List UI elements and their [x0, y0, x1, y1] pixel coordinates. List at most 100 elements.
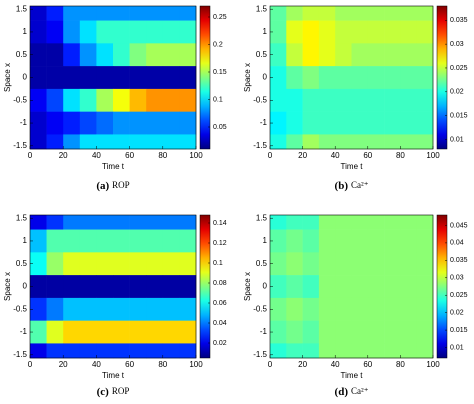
colorbar-tick-label: 0.025	[450, 292, 468, 299]
heat-cell	[384, 66, 401, 90]
x-tick-label: 60	[125, 151, 134, 160]
colorbar-tick-label: 0.03	[450, 275, 464, 282]
heat-cell	[270, 320, 287, 344]
heat-cell	[63, 66, 81, 90]
heat-cell	[416, 252, 434, 276]
y-tick-label: -1.5	[253, 141, 267, 150]
heat-cell	[384, 343, 401, 359]
heat-cell	[318, 20, 336, 44]
colorbar-tick-label: 0.02	[450, 89, 464, 96]
caption-text: Ca²⁺	[351, 386, 369, 396]
heat-cell	[179, 297, 197, 321]
x-tick-label: 20	[298, 151, 307, 160]
heat-cell	[286, 229, 303, 253]
heat-cell	[129, 275, 147, 299]
heat-cell	[318, 43, 336, 67]
heat-cell	[302, 134, 320, 150]
heat-cell	[400, 252, 417, 276]
x-axis-label: Time t	[102, 162, 125, 171]
heat-cell	[302, 88, 320, 112]
colorbar-tick-label: 0.2	[213, 41, 223, 48]
x-tick-label: 40	[92, 360, 101, 369]
heat-cell	[113, 252, 130, 276]
y-tick-label: 1	[263, 236, 268, 245]
heat-cell	[416, 134, 434, 150]
heat-cell	[400, 111, 417, 135]
x-tick-label: 80	[158, 360, 167, 369]
heat-cell	[335, 6, 352, 21]
heat-cell	[113, 320, 130, 344]
heat-cell	[129, 88, 147, 112]
heat-cell	[30, 88, 47, 112]
heat-cell	[384, 20, 401, 44]
heat-cell	[63, 297, 81, 321]
y-tick-label: -0.5	[253, 304, 267, 313]
heat-cell	[318, 320, 336, 344]
heat-cell	[30, 66, 47, 90]
heat-cell	[79, 20, 97, 44]
colorbar-tick-label: 0.035	[450, 17, 468, 24]
heat-cell	[270, 111, 287, 135]
heat-cell	[302, 20, 320, 44]
heat-cell	[384, 215, 401, 230]
heat-cell	[79, 43, 97, 67]
y-tick-label: -0.5	[13, 304, 27, 313]
heat-cell	[270, 66, 287, 90]
y-tick-label: 1.5	[256, 4, 268, 13]
colorbar-tick-label: 0.15	[213, 69, 227, 76]
heat-cell	[335, 43, 352, 67]
heat-cell	[113, 66, 130, 90]
heat-cell	[129, 320, 147, 344]
x-tick-label: 40	[92, 151, 101, 160]
heat-cell	[179, 275, 197, 299]
heat-cell	[351, 111, 369, 135]
heat-cell	[146, 134, 164, 150]
heat-cell	[270, 215, 287, 230]
y-tick-label: 0.5	[256, 259, 268, 268]
heat-cell	[367, 343, 385, 359]
heat-cell	[270, 343, 287, 359]
heat-cell	[286, 111, 303, 135]
colorbar-tick-label: 0.025	[450, 65, 468, 72]
heat-cell	[63, 343, 81, 359]
heat-cell	[270, 297, 287, 321]
heat-cell	[384, 6, 401, 21]
heat-cell	[335, 134, 352, 150]
colorbar-tick-label: 0.02	[450, 310, 464, 317]
heat-cell	[351, 275, 369, 299]
heat-cell	[286, 6, 303, 21]
heat-cell	[162, 275, 180, 299]
heat-cell	[367, 111, 385, 135]
heat-cell	[129, 111, 147, 135]
heat-cell	[96, 134, 114, 150]
colorbar-tick-label: 0.14	[213, 220, 227, 227]
heat-cell	[63, 134, 81, 150]
y-tick-label: 0	[23, 73, 28, 82]
heat-cell	[30, 275, 47, 299]
heat-cell	[79, 275, 97, 299]
heat-cell	[270, 20, 287, 44]
x-tick-label: 20	[298, 360, 307, 369]
y-tick-label: 0	[263, 73, 268, 82]
heat-cell	[146, 320, 164, 344]
heat-cell	[416, 275, 434, 299]
heat-cell	[400, 320, 417, 344]
heat-cell	[113, 111, 130, 135]
heat-cell	[179, 134, 197, 150]
y-tick-label: -1.5	[13, 141, 27, 150]
caption: (d) Ca²⁺	[335, 386, 369, 398]
heat-cell	[302, 43, 320, 67]
colorbar-tick-label: 0.12	[213, 240, 227, 247]
heat-cell	[129, 6, 147, 21]
heat-cell	[416, 215, 434, 230]
caption: (b) Ca²⁺	[335, 180, 369, 192]
heat-cell	[400, 66, 417, 90]
heat-cell	[162, 88, 180, 112]
colorbar-tick-label: 0.015	[450, 327, 468, 334]
heat-cell	[30, 43, 47, 67]
heat-cell	[146, 43, 164, 67]
y-tick-label: 0	[263, 282, 268, 291]
heat-cell	[367, 134, 385, 150]
heat-cell	[146, 275, 164, 299]
heat-cell	[384, 229, 401, 253]
